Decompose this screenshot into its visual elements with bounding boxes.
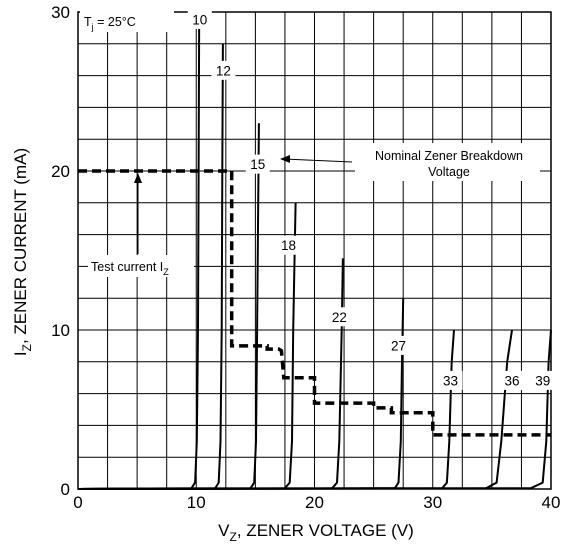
curve-label-bg (187, 9, 212, 29)
curve-label-bg (211, 60, 236, 80)
x-axis-label: VZ, ZENER VOLTAGE (V) (218, 521, 414, 544)
curve-label-33: 33 (443, 373, 458, 388)
curve-label-12: 12 (216, 63, 231, 78)
test-current-dashed-line (78, 169, 551, 437)
nominal-arrow (283, 158, 353, 163)
test-current-line (78, 169, 551, 437)
tick-labels: 0 10 20 30 40 0 10 20 30 (51, 3, 560, 512)
curve-label-bg (245, 154, 270, 174)
curve-label-15: 15 (250, 157, 265, 172)
curve-label-39: 39 (535, 373, 550, 388)
curve-labels: 10 12 15 18 22 27 33 36 39 (187, 9, 555, 390)
nominal-annotation-line2: Voltage (428, 165, 470, 179)
zener-curve-39 (77, 329, 552, 490)
zener-curve-22 (77, 258, 344, 490)
nominal-arrowhead (280, 155, 290, 163)
y-tick-label: 10 (51, 321, 70, 340)
x-tick-label: 10 (187, 493, 206, 512)
x-tick-label: 40 (542, 493, 561, 512)
x-tick-label: 30 (423, 493, 442, 512)
zener-curve-36 (77, 329, 513, 490)
grid (77, 11, 552, 490)
test-current-arrowhead (134, 173, 142, 183)
curve-label-bg (499, 370, 524, 390)
curve-label-10: 10 (192, 12, 207, 27)
zener-curve-18 (77, 202, 297, 490)
x-tick-label: 0 (73, 493, 82, 512)
test-current-label: Test current IZ (91, 260, 169, 277)
curve-label-bg (386, 335, 411, 355)
curve-label-bg (327, 307, 352, 327)
test-current-bg (88, 255, 194, 277)
curve-label-36: 36 (504, 373, 519, 388)
curve-label-27: 27 (391, 338, 406, 353)
condition-label: Tj = 25°C (84, 15, 136, 32)
condition-bg (80, 10, 174, 32)
y-tick-label: 0 (61, 480, 70, 499)
y-tick-label: 30 (51, 3, 70, 22)
curve-label-bg (276, 235, 301, 255)
nominal-annotation-line1: Nominal Zener Breakdown (375, 149, 523, 163)
nominal-annotation-bg (355, 143, 540, 181)
zener-curve-10 (77, 11, 201, 490)
y-axis-label: IZ, ZENER CURRENT (mA) (11, 148, 34, 356)
curve-label-18: 18 (281, 238, 296, 253)
x-tick-label: 20 (305, 493, 324, 512)
curve-label-bg (530, 370, 555, 390)
curve-label-22: 22 (332, 310, 347, 325)
curve-label-bg (438, 370, 463, 390)
y-tick-label: 20 (51, 162, 70, 181)
